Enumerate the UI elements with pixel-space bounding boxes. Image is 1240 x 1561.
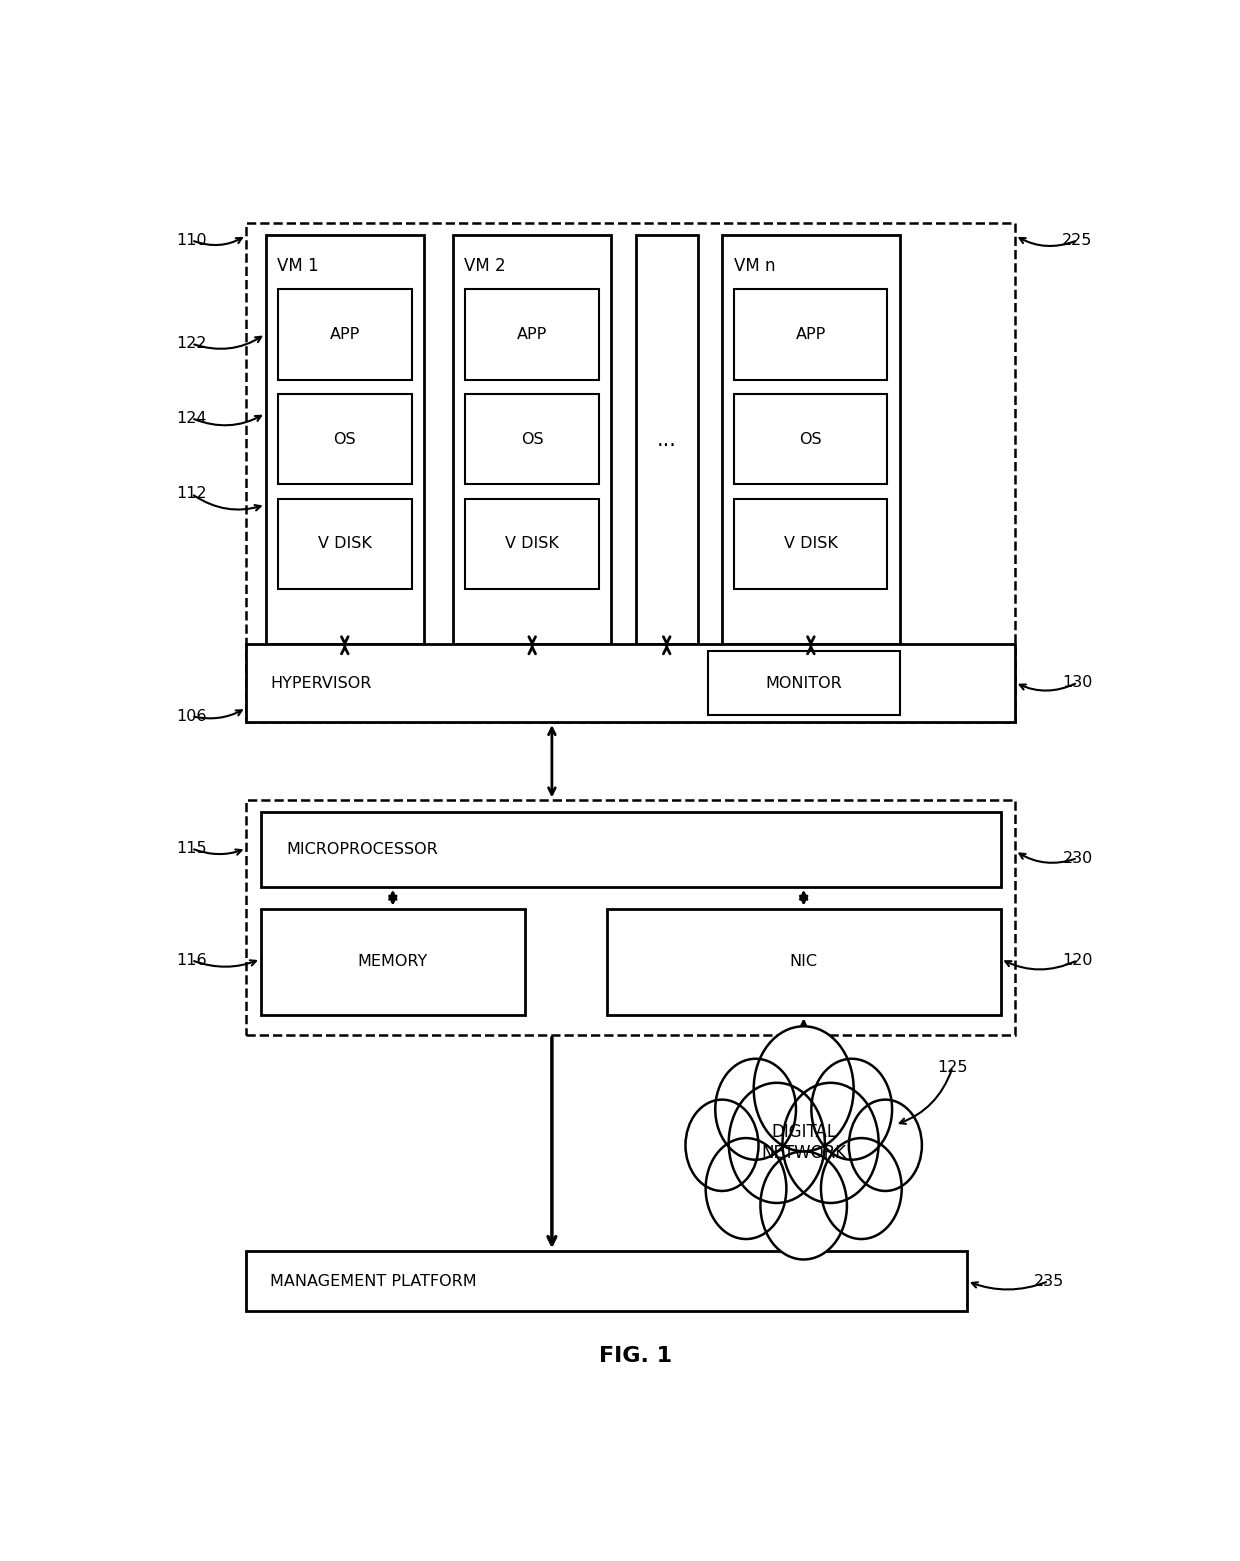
Text: 106: 106: [176, 709, 207, 724]
Circle shape: [760, 1152, 847, 1260]
Text: 120: 120: [1063, 952, 1092, 968]
Circle shape: [782, 1083, 879, 1204]
Text: 122: 122: [176, 336, 207, 351]
Circle shape: [686, 1099, 759, 1191]
Bar: [278, 289, 412, 379]
Text: MEMORY: MEMORY: [357, 954, 428, 969]
Circle shape: [715, 1058, 796, 1160]
Text: 124: 124: [176, 411, 207, 426]
Text: APP: APP: [517, 328, 547, 342]
Text: V DISK: V DISK: [505, 537, 559, 551]
Text: 116: 116: [176, 952, 207, 968]
Text: 110: 110: [176, 233, 207, 248]
Text: 130: 130: [1063, 674, 1092, 690]
FancyArrowPatch shape: [1019, 684, 1075, 690]
Text: V DISK: V DISK: [317, 537, 372, 551]
FancyArrowPatch shape: [195, 849, 242, 855]
Bar: [734, 498, 888, 588]
FancyArrowPatch shape: [195, 337, 262, 348]
FancyArrowPatch shape: [195, 237, 242, 245]
Bar: [265, 236, 424, 645]
Text: APP: APP: [330, 328, 360, 342]
Text: MANAGEMENT PLATFORM: MANAGEMENT PLATFORM: [270, 1274, 477, 1289]
FancyArrowPatch shape: [195, 960, 255, 966]
Text: 230: 230: [1063, 851, 1092, 865]
Circle shape: [706, 1138, 786, 1239]
Text: ...: ...: [657, 429, 677, 450]
Bar: [247, 645, 1016, 723]
Bar: [260, 812, 1001, 887]
Text: OS: OS: [521, 432, 543, 446]
Circle shape: [811, 1058, 892, 1160]
FancyArrowPatch shape: [1006, 962, 1075, 969]
Bar: [247, 223, 1016, 723]
Circle shape: [821, 1138, 901, 1239]
Text: NIC: NIC: [790, 954, 817, 969]
FancyArrowPatch shape: [900, 1069, 952, 1124]
Text: 225: 225: [1063, 233, 1092, 248]
Text: 112: 112: [176, 487, 207, 501]
Text: 125: 125: [937, 1060, 968, 1074]
Circle shape: [729, 1083, 825, 1204]
Bar: [260, 909, 525, 1016]
FancyArrowPatch shape: [195, 710, 242, 718]
Text: VM 2: VM 2: [465, 258, 506, 275]
Text: VM 1: VM 1: [277, 258, 319, 275]
Bar: [606, 909, 1001, 1016]
FancyArrowPatch shape: [1019, 854, 1075, 863]
Text: MICROPROCESSOR: MICROPROCESSOR: [286, 841, 439, 857]
Text: APP: APP: [796, 328, 826, 342]
FancyArrowPatch shape: [193, 495, 260, 510]
Bar: [453, 236, 611, 645]
FancyArrowPatch shape: [195, 415, 262, 425]
Bar: [465, 393, 599, 484]
Bar: [465, 289, 599, 379]
Text: OS: OS: [334, 432, 356, 446]
Bar: [278, 393, 412, 484]
Text: FIG. 1: FIG. 1: [599, 1346, 672, 1366]
Text: 115: 115: [176, 841, 207, 855]
Bar: [247, 801, 1016, 1035]
Bar: [465, 498, 599, 588]
Bar: [734, 393, 888, 484]
Text: DIGITAL
NETWORK: DIGITAL NETWORK: [761, 1124, 846, 1163]
Circle shape: [754, 1026, 853, 1152]
Text: VM n: VM n: [734, 258, 775, 275]
Text: MONITOR: MONITOR: [765, 676, 842, 690]
Text: V DISK: V DISK: [784, 537, 838, 551]
Bar: [635, 236, 698, 645]
FancyArrowPatch shape: [972, 1282, 1047, 1289]
Bar: [722, 236, 900, 645]
FancyArrowPatch shape: [1019, 237, 1075, 247]
Circle shape: [849, 1099, 921, 1191]
Bar: [278, 498, 412, 588]
Bar: [247, 1250, 967, 1311]
Bar: [734, 289, 888, 379]
Bar: [708, 651, 900, 715]
Text: HYPERVISOR: HYPERVISOR: [270, 676, 372, 690]
Text: OS: OS: [800, 432, 822, 446]
Text: 235: 235: [1034, 1274, 1064, 1289]
